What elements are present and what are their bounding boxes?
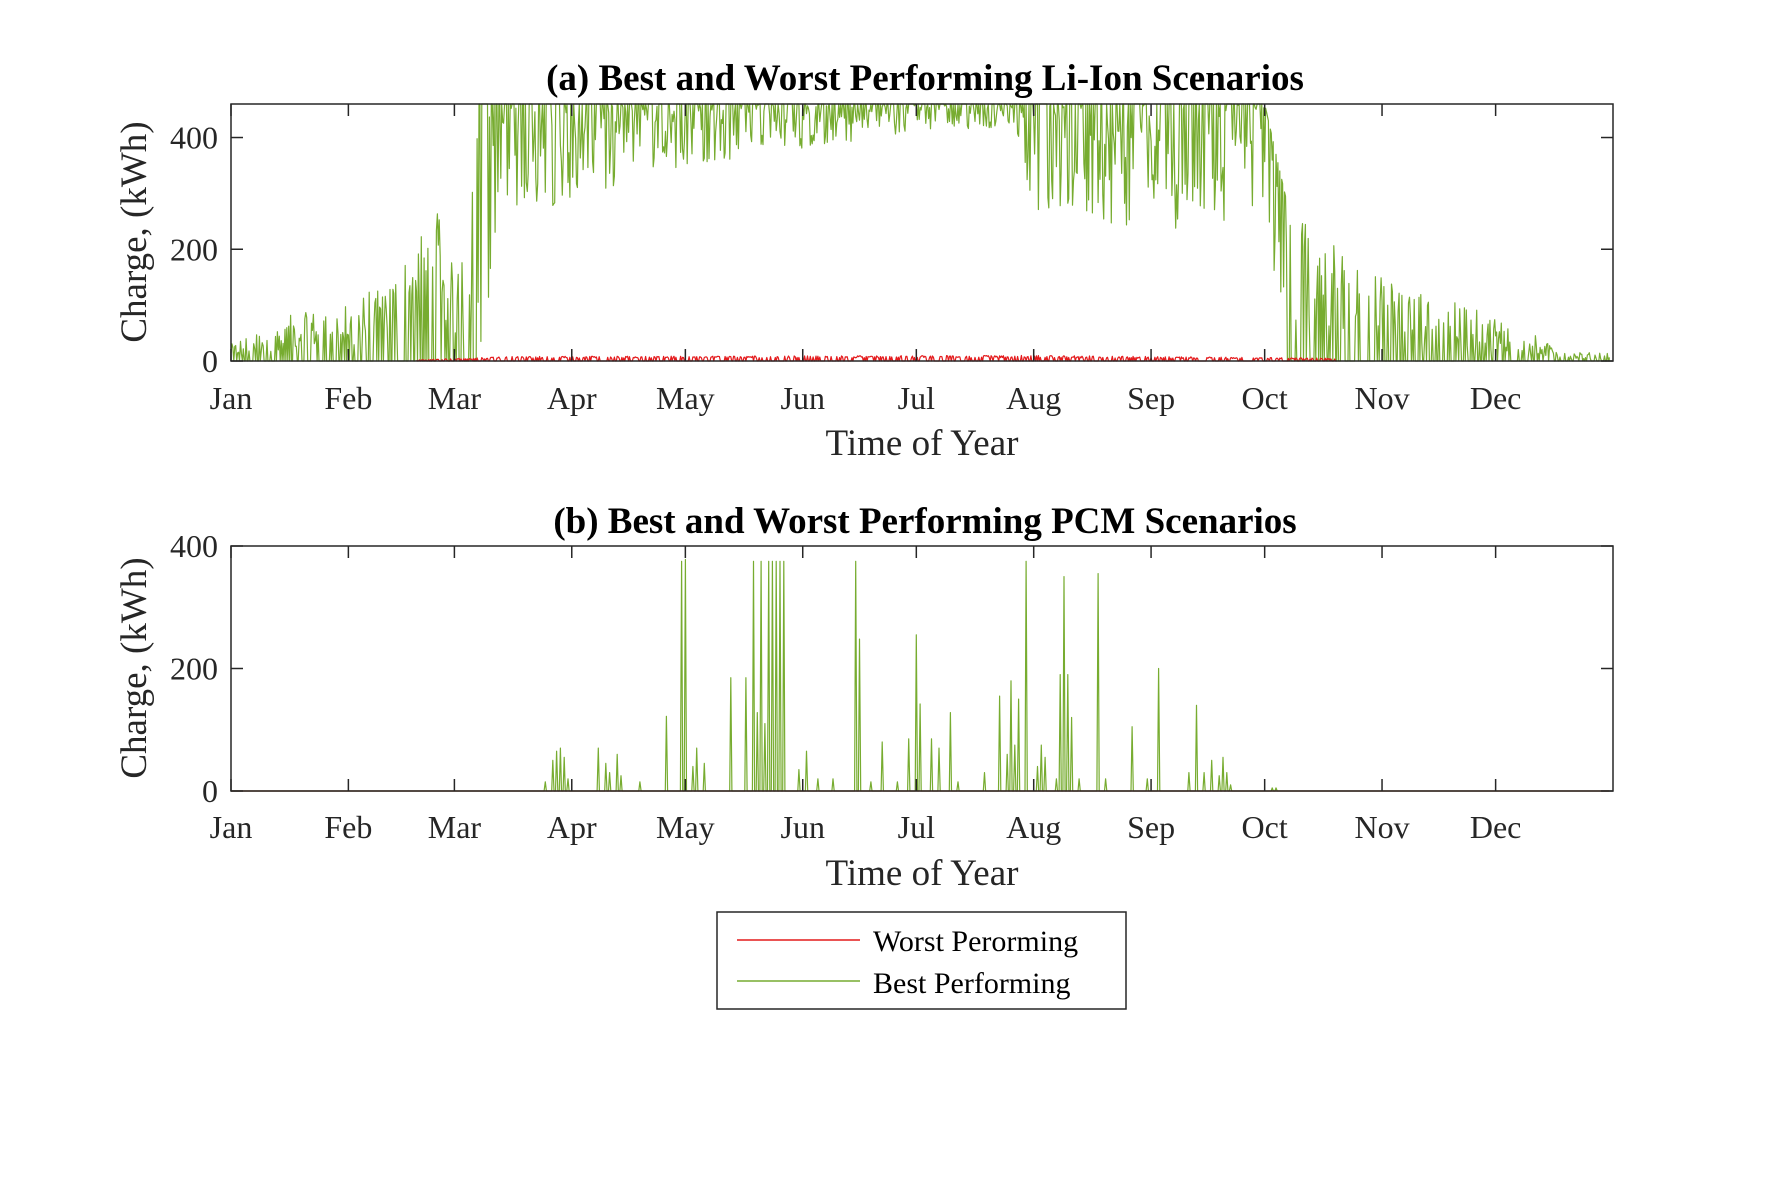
legend-box (716, 911, 1127, 1010)
x-tick-label: Feb (324, 380, 372, 416)
x-tick-label: Mar (428, 380, 482, 416)
x-tick-label: Dec (1470, 809, 1522, 845)
x-tick-label: Nov (1354, 809, 1409, 845)
x-tick-label: Apr (547, 809, 597, 845)
panel-a: (a) Best and Worst Performing Li-Ion Sce… (114, 58, 1614, 464)
y-tick-label: 400 (170, 528, 218, 564)
legend: Worst Perorming Best Performing (716, 911, 1127, 1010)
x-ticks-a: Jan Feb Mar Apr May Jun Jul Aug Sep Oct Nov Dec (210, 104, 1522, 416)
x-tick-label: May (656, 380, 715, 416)
legend-label-best: Best Performing (873, 967, 1070, 1000)
x-tick-label: Jun (781, 809, 825, 845)
x-tick-label: May (656, 809, 715, 845)
y-axis-label-a: Charge, (kWh) (114, 121, 155, 342)
panel-b-title: (b) Best and Worst Performing PCM Scenar… (553, 501, 1296, 542)
plot-area-b (231, 558, 1610, 792)
x-tick-label: Oct (1242, 380, 1288, 416)
y-tick-label: 0 (202, 773, 218, 809)
panel-b: (b) Best and Worst Performing PCM Scenar… (114, 501, 1614, 894)
y-tick-label: 0 (202, 343, 218, 379)
x-tick-label: Nov (1354, 380, 1409, 416)
x-tick-label: Jan (210, 380, 253, 416)
x-tick-label: Sep (1127, 809, 1175, 845)
x-tick-label: Aug (1006, 380, 1061, 416)
series-line-best-b (231, 558, 1610, 792)
plot-area-a (230, 103, 1610, 362)
y-axis-label-b: Charge, (kWh) (114, 557, 155, 778)
x-tick-label: Jun (781, 380, 825, 416)
y-ticks-a: 0 200 400 (170, 120, 1613, 379)
y-tick-label: 200 (170, 651, 218, 687)
axes-box-a (230, 103, 1614, 362)
x-tick-label: Aug (1006, 809, 1061, 845)
x-tick-label: Jul (898, 809, 935, 845)
x-tick-label: Oct (1242, 809, 1288, 845)
axes-box-b (230, 545, 1614, 792)
x-axis-label-a: Time of Year (826, 423, 1019, 464)
x-ticks-b: Jan Feb Mar Apr May Jun Jul Aug Sep Oct Nov Dec (210, 546, 1522, 845)
panel-a-title: (a) Best and Worst Performing Li-Ion Sce… (546, 58, 1304, 99)
y-tick-label: 400 (170, 120, 218, 156)
y-tick-label: 200 (170, 231, 218, 267)
x-tick-label: Dec (1470, 380, 1522, 416)
x-tick-label: Mar (428, 809, 482, 845)
x-tick-label: Jan (210, 809, 253, 845)
y-ticks-b: 0 200 400 (170, 528, 1613, 809)
x-tick-label: Apr (547, 380, 597, 416)
series-line-worst-a (416, 354, 1337, 362)
legend-label-worst: Worst Perorming (873, 925, 1078, 958)
x-tick-label: Sep (1127, 380, 1175, 416)
series-line-best-a (230, 103, 1610, 362)
x-tick-label: Feb (324, 809, 372, 845)
x-tick-label: Jul (898, 380, 935, 416)
x-axis-label-b: Time of Year (826, 853, 1019, 894)
